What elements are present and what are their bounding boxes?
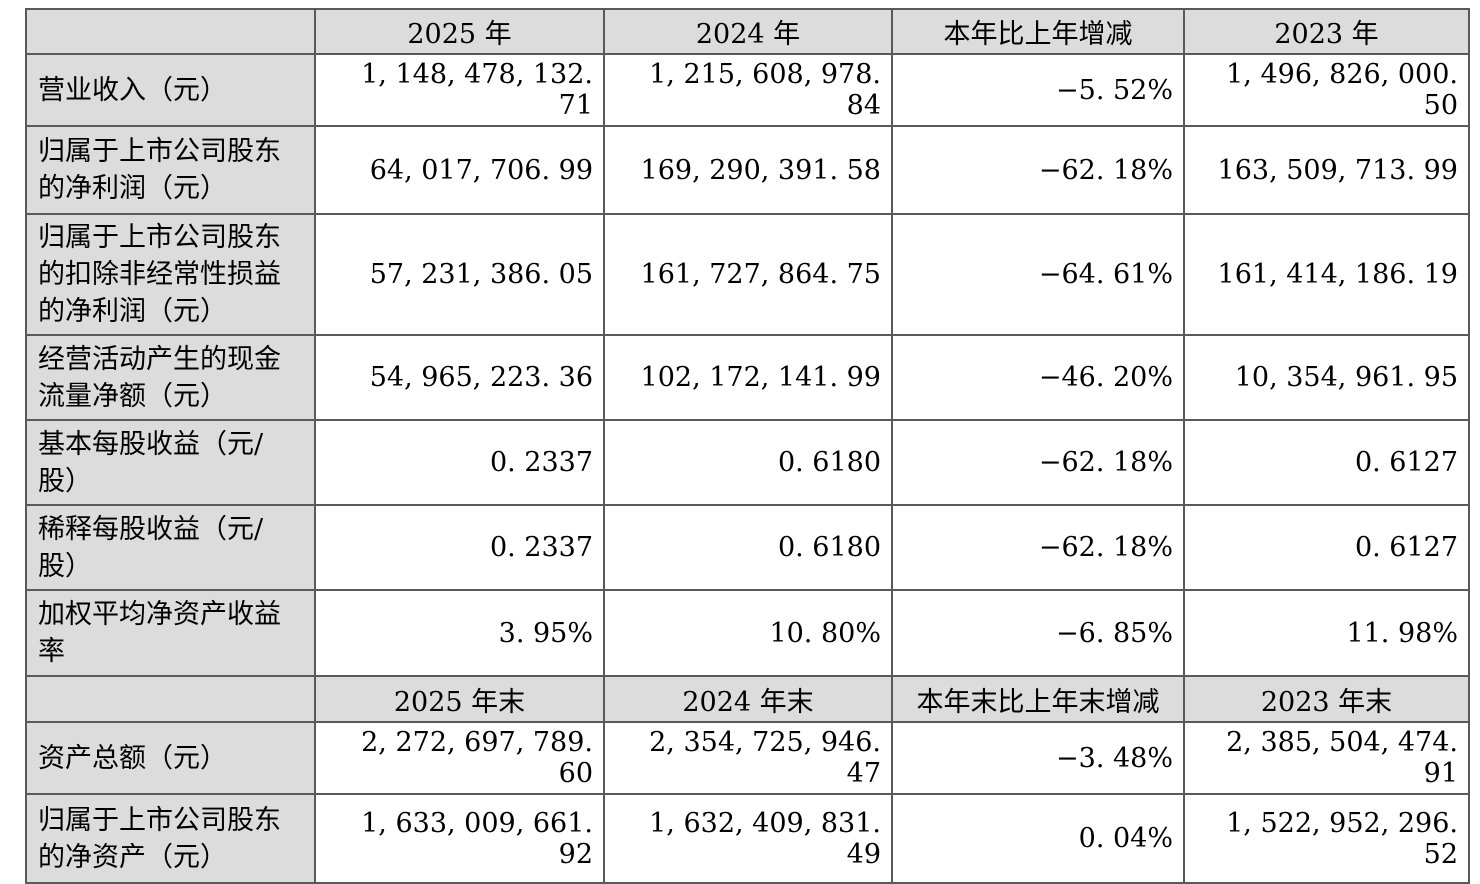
period-header-row: 2025 年 2024 年 本年比上年增减 2023 年	[25, 8, 1470, 55]
metric-value-2025-end: 1, 633, 009, 661. 92	[314, 793, 605, 884]
metric-value-change: −64. 61%	[891, 213, 1185, 336]
metric-value-2024: 169, 290, 391. 58	[603, 125, 893, 215]
col-header-2024-end: 2024 年末	[603, 675, 893, 723]
metric-label-cell: 归属于上市公司股东 的净资产（元）	[25, 793, 316, 884]
metric-value-2023: 161, 414, 186. 19	[1183, 213, 1470, 336]
metric-value-2025: 64, 017, 706. 99	[314, 125, 605, 215]
metric-value-2023: 163, 509, 713. 99	[1183, 125, 1470, 215]
metric-value-change: 0. 04%	[891, 793, 1185, 884]
metric-value-2025: 0. 2337	[314, 419, 605, 506]
financial-summary-table: 2025 年 2024 年 本年比上年增减 2023 年 营业收入（元） 1, …	[25, 8, 1470, 884]
metric-value-change: −62. 18%	[891, 504, 1185, 591]
corner-cell	[25, 8, 316, 55]
table-row-basic-eps: 基本每股收益（元/ 股） 0. 2337 0. 6180 −62. 18% 0.…	[25, 419, 1470, 506]
col-header-2025-end: 2025 年末	[314, 675, 605, 723]
metric-value-2023: 0. 6127	[1183, 504, 1470, 591]
metric-label-cell: 基本每股收益（元/ 股）	[25, 419, 316, 506]
metric-value-change: −5. 52%	[891, 53, 1185, 127]
metric-value-2025: 3. 95%	[314, 589, 605, 677]
col-header-2023: 2023 年	[1183, 8, 1470, 55]
table-row-operating-cash-flow: 经营活动产生的现金 流量净额（元） 54, 965, 223. 36 102, …	[25, 334, 1470, 421]
col-header-2024: 2024 年	[603, 8, 893, 55]
metric-value-change: −6. 85%	[891, 589, 1185, 677]
metric-value-2024: 10. 80%	[603, 589, 893, 677]
table-row-net-assets: 归属于上市公司股东 的净资产（元） 1, 633, 009, 661. 92 1…	[25, 793, 1470, 884]
metric-value-change: −46. 20%	[891, 334, 1185, 421]
metric-label-cell: 经营活动产生的现金 流量净额（元）	[25, 334, 316, 421]
metric-value-change: −62. 18%	[891, 125, 1185, 215]
col-header-2025: 2025 年	[314, 8, 605, 55]
metric-value-2023-end: 2, 385, 504, 474. 91	[1183, 721, 1470, 795]
metric-value-2024: 1, 215, 608, 978. 84	[603, 53, 893, 127]
table-row-total-assets: 资产总额（元） 2, 272, 697, 789. 60 2, 354, 725…	[25, 721, 1470, 795]
metric-label-cell: 归属于上市公司股东 的净利润（元）	[25, 125, 316, 215]
metric-value-2023: 11. 98%	[1183, 589, 1470, 677]
table-row-operating-revenue: 营业收入（元） 1, 148, 478, 132. 71 1, 215, 608…	[25, 53, 1470, 127]
table-row-weighted-avg-roe: 加权平均净资产收益 率 3. 95% 10. 80% −6. 85% 11. 9…	[25, 589, 1470, 677]
metric-value-2024-end: 1, 632, 409, 831. 49	[603, 793, 893, 884]
metric-value-2023: 0. 6127	[1183, 419, 1470, 506]
col-header-yoy-end-change: 本年末比上年末增减	[891, 675, 1185, 723]
col-header-yoy-change: 本年比上年增减	[891, 8, 1185, 55]
period-end-header-row: 2025 年末 2024 年末 本年末比上年末增减 2023 年末	[25, 675, 1470, 723]
metric-value-2024: 161, 727, 864. 75	[603, 213, 893, 336]
metric-value-2024: 0. 6180	[603, 504, 893, 591]
metric-value-2025: 0. 2337	[314, 504, 605, 591]
metric-value-2023: 10, 354, 961. 95	[1183, 334, 1470, 421]
metric-value-2024: 102, 172, 141. 99	[603, 334, 893, 421]
corner-cell	[25, 675, 316, 723]
metric-value-2025: 57, 231, 386. 05	[314, 213, 605, 336]
metric-value-2025: 1, 148, 478, 132. 71	[314, 53, 605, 127]
metric-value-change: −62. 18%	[891, 419, 1185, 506]
metric-label-cell: 归属于上市公司股东 的扣除非经常性损益 的净利润（元）	[25, 213, 316, 336]
metric-value-2025-end: 2, 272, 697, 789. 60	[314, 721, 605, 795]
metric-value-2025: 54, 965, 223. 36	[314, 334, 605, 421]
table-row-diluted-eps: 稀释每股收益（元/ 股） 0. 2337 0. 6180 −62. 18% 0.…	[25, 504, 1470, 591]
metric-label-cell: 营业收入（元）	[25, 53, 316, 127]
metric-value-2024-end: 2, 354, 725, 946. 47	[603, 721, 893, 795]
table-row-net-profit: 归属于上市公司股东 的净利润（元） 64, 017, 706. 99 169, …	[25, 125, 1470, 215]
metric-label-cell: 稀释每股收益（元/ 股）	[25, 504, 316, 591]
col-header-2023-end: 2023 年末	[1183, 675, 1470, 723]
metric-value-2023-end: 1, 522, 952, 296. 52	[1183, 793, 1470, 884]
metric-value-change: −3. 48%	[891, 721, 1185, 795]
metric-value-2024: 0. 6180	[603, 419, 893, 506]
metric-value-2023: 1, 496, 826, 000. 50	[1183, 53, 1470, 127]
table-row-net-profit-excl-nonrecurring: 归属于上市公司股东 的扣除非经常性损益 的净利润（元） 57, 231, 386…	[25, 213, 1470, 336]
metric-label-cell: 加权平均净资产收益 率	[25, 589, 316, 677]
metric-label-cell: 资产总额（元）	[25, 721, 316, 795]
